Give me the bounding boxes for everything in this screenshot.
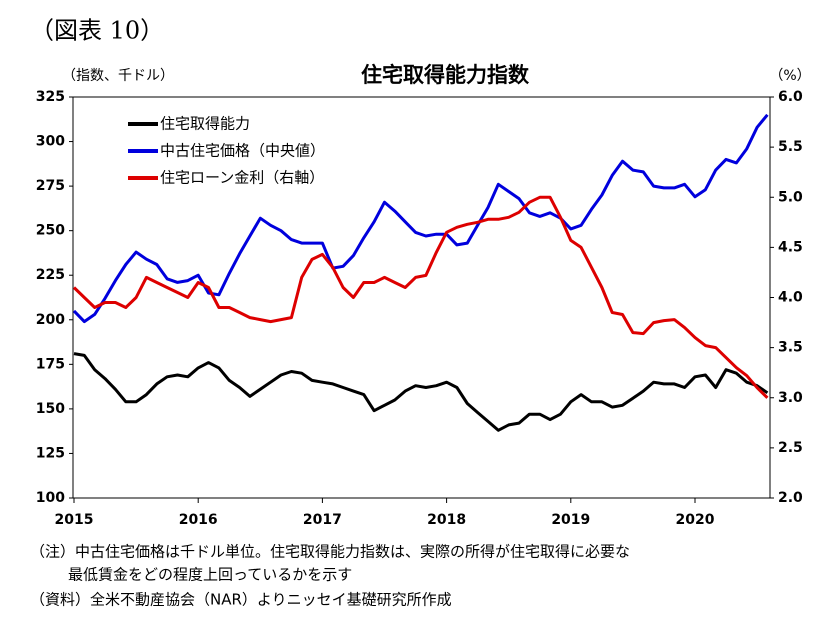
- y2-axis-label: （%）: [769, 68, 810, 84]
- y-tick-label: 150: [36, 401, 65, 417]
- x-tick-label: 2020: [676, 512, 715, 528]
- y2-tick-label: 6.0: [778, 89, 803, 105]
- y-tick-label: 200: [36, 312, 65, 328]
- x-tick-label: 2019: [551, 512, 590, 528]
- y-tick-label: 325: [36, 89, 65, 105]
- figure-label: （図表 10）: [30, 17, 164, 45]
- y2-tick-label: 2.5: [778, 440, 803, 456]
- x-tick-label: 2017: [303, 512, 342, 528]
- y2-tick-label: 5.5: [778, 139, 803, 155]
- legend-label: 住宅ローン金利（右軸）: [160, 169, 324, 187]
- y-tick-label: 175: [36, 356, 65, 372]
- y2-tick-label: 2.0: [778, 490, 803, 506]
- y-tick-label: 125: [36, 445, 65, 461]
- y-tick-label: 300: [36, 134, 65, 150]
- y-tick-label: 100: [36, 490, 65, 506]
- legend-label: 中古住宅価格（中央値）: [160, 142, 325, 160]
- x-tick-label: 2018: [427, 512, 466, 528]
- y-tick-label: 275: [36, 178, 65, 194]
- y2-tick-label: 3.5: [778, 340, 803, 356]
- note: （注）中古住宅価格は千ドル単位。住宅取得能力指数は、実際の所得が住宅取得に必要な: [30, 543, 630, 561]
- series-line: [72, 195, 769, 399]
- y2-tick-label: 5.0: [778, 189, 803, 205]
- series-line: [72, 113, 769, 324]
- x-tick-label: 2016: [179, 512, 218, 528]
- chart-title: 住宅取得能力指数: [361, 63, 530, 87]
- y2-tick-label: 4.0: [778, 290, 803, 306]
- note: （資料）全米不動産協会（NAR）よりニッセイ基礎研究所作成: [30, 591, 452, 609]
- legend-label: 住宅取得能力: [160, 115, 250, 133]
- y2-tick-label: 4.5: [778, 239, 803, 255]
- y2-tick-label: 3.0: [778, 390, 803, 406]
- y-tick-label: 225: [36, 267, 65, 283]
- x-tick-label: 2015: [55, 512, 94, 528]
- y-tick-label: 250: [36, 223, 65, 239]
- note: 最低賃金をどの程度上回っているかを示す: [68, 566, 352, 584]
- series-line: [73, 352, 769, 432]
- y-axis-label: （指数、千ドル）: [62, 68, 174, 84]
